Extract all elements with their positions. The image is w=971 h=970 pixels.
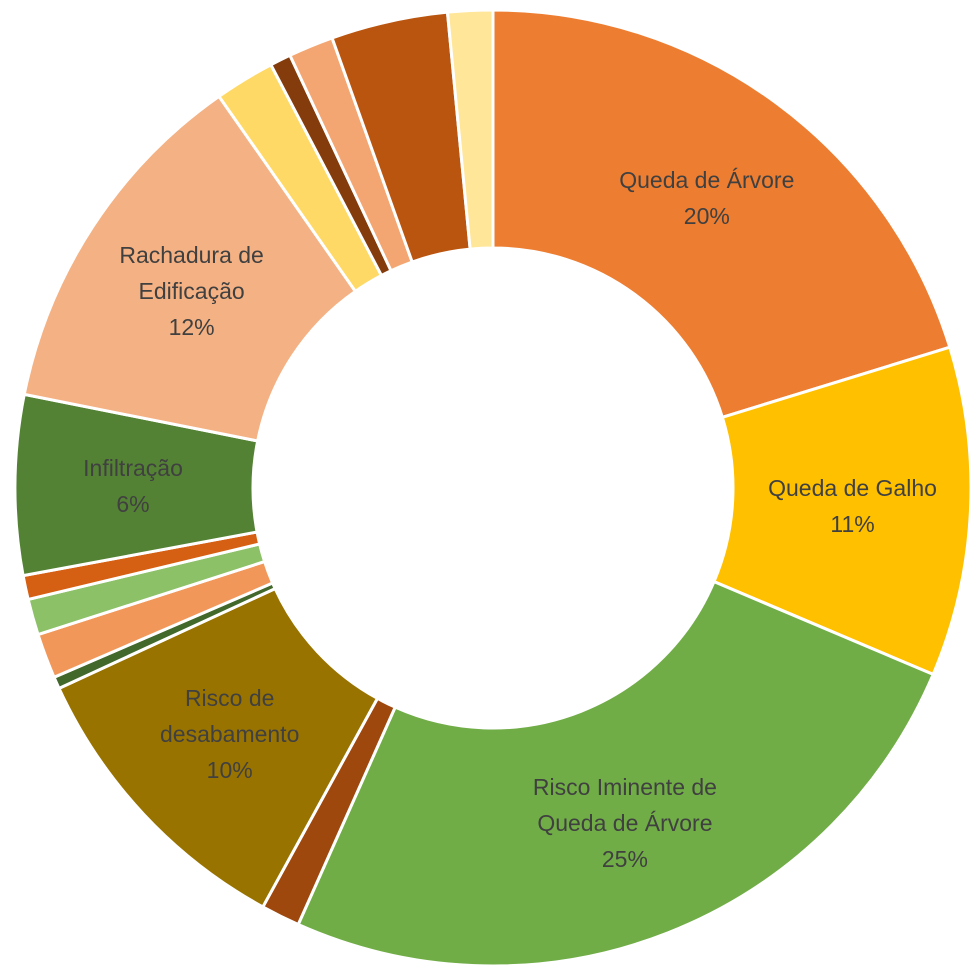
slice bbox=[296, 579, 936, 968]
category-name: Risco Iminente de Queda de Árvore bbox=[532, 773, 717, 836]
category-name: Queda de Galho bbox=[768, 475, 937, 502]
slice-label: Rachadura de Edificação 12% bbox=[92, 237, 292, 345]
category-name: Rachadura de Edificação bbox=[119, 242, 264, 305]
slice-label: Risco Iminente de Queda de Árvore 25% bbox=[505, 769, 745, 877]
category-name: Queda de Árvore bbox=[619, 167, 795, 194]
slice-label: Queda de Árvore 20% bbox=[587, 162, 827, 234]
category-name: Infiltração bbox=[83, 454, 183, 481]
value-label: 6% bbox=[116, 490, 150, 517]
slice-label: Infiltração 6% bbox=[13, 450, 253, 522]
slice bbox=[491, 8, 952, 420]
slice-label: Queda de Galho 11% bbox=[733, 470, 971, 542]
slice bbox=[712, 345, 971, 677]
slice-label: Risco de desabamento 10% bbox=[145, 680, 315, 788]
value-label: 25% bbox=[601, 845, 648, 872]
slice bbox=[22, 94, 358, 443]
value-label: 12% bbox=[168, 314, 215, 341]
slice bbox=[57, 586, 380, 909]
slice bbox=[445, 8, 495, 251]
value-label: 20% bbox=[683, 203, 730, 230]
category-name: Risco de desabamento bbox=[159, 684, 300, 747]
value-label: 10% bbox=[206, 756, 253, 783]
value-label: 11% bbox=[830, 511, 875, 538]
